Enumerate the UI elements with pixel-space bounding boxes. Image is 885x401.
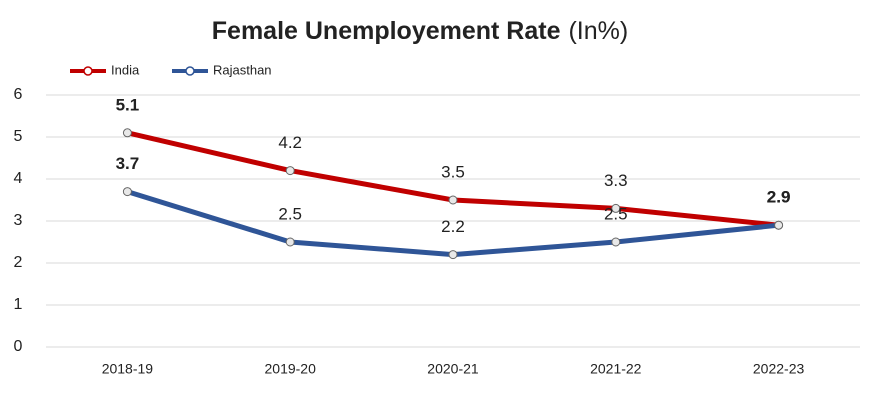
point xyxy=(285,237,295,247)
data-label: 3.7 xyxy=(116,154,140,173)
x-tick-label: 2018-19 xyxy=(102,361,154,377)
legend-label: India xyxy=(111,62,140,77)
data-label: 2.5 xyxy=(278,204,302,223)
point xyxy=(448,250,458,260)
data-label: 2.9 xyxy=(767,188,791,207)
x-tick-label: 2020-21 xyxy=(427,361,479,377)
y-tick-label: 4 xyxy=(14,170,23,187)
y-tick-label: 0 xyxy=(14,338,23,355)
y-tick-label: 5 xyxy=(14,128,23,145)
x-tick-label: 2019-20 xyxy=(265,361,317,377)
data-label: 2.9 xyxy=(767,188,791,207)
point xyxy=(774,220,784,230)
legend-marker xyxy=(185,66,195,76)
legend-marker xyxy=(83,66,93,76)
point xyxy=(611,203,621,213)
title-unit: (In%) xyxy=(568,17,628,45)
point xyxy=(122,128,132,138)
y-tick-label: 1 xyxy=(14,296,23,313)
legend-label: Rajasthan xyxy=(213,62,272,77)
point xyxy=(448,195,458,205)
y-tick-label: 3 xyxy=(14,212,23,229)
y-tick-label: 2 xyxy=(14,254,23,271)
data-label: 2.5 xyxy=(604,204,628,223)
data-label: 5.1 xyxy=(116,95,140,114)
x-tick-label: 2021-22 xyxy=(590,361,642,377)
data-label: 3.3 xyxy=(604,171,628,190)
data-label: 3.5 xyxy=(441,162,465,181)
y-tick-label: 6 xyxy=(14,86,23,103)
chart-title: Female Unemployement Rate (In%) xyxy=(212,17,628,45)
title-main: Female Unemployement Rate xyxy=(212,17,561,45)
data-label: 2.2 xyxy=(441,217,465,236)
x-tick-label: 2022-23 xyxy=(753,361,805,377)
point xyxy=(611,237,621,247)
data-label: 4.2 xyxy=(278,133,302,152)
point xyxy=(122,187,132,197)
point xyxy=(285,166,295,176)
